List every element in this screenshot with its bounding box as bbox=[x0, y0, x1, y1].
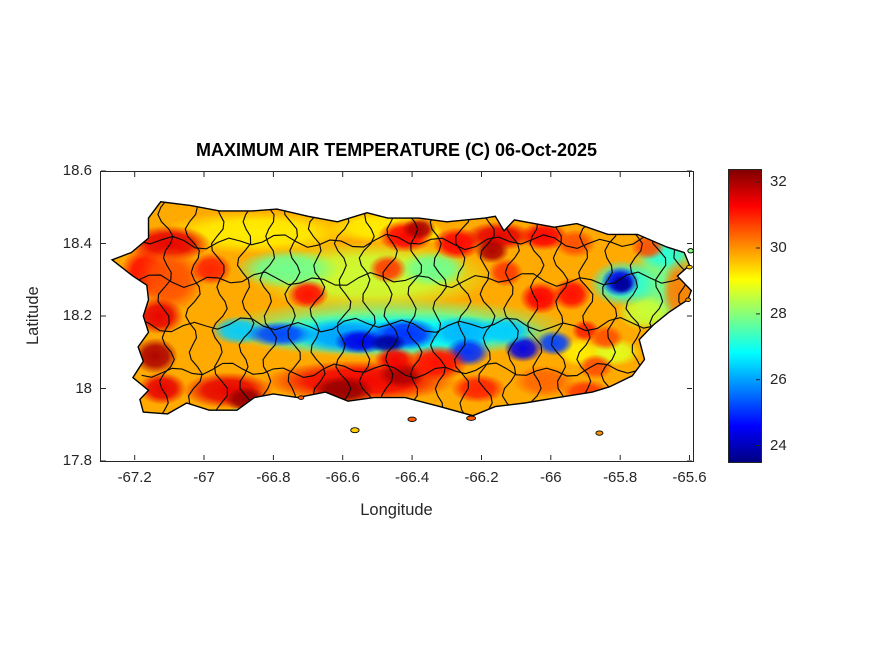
x-tick-label: -66.6 bbox=[325, 469, 360, 486]
x-axis-label: Longitude bbox=[360, 501, 433, 519]
islet bbox=[686, 264, 693, 270]
y-axis-label: Latitude bbox=[24, 286, 42, 346]
islet bbox=[297, 395, 305, 400]
chart-title: MAXIMUM AIR TEMPERATURE (C) 06-Oct-2025 bbox=[195, 140, 598, 160]
y-tick-label: 18 bbox=[75, 379, 92, 397]
islet bbox=[595, 430, 604, 436]
x-tick-label: -66.2 bbox=[464, 469, 499, 486]
temperature-field bbox=[112, 201, 692, 416]
x-tick-label: -65.6 bbox=[672, 469, 707, 486]
y-tick-label: 18.6 bbox=[62, 162, 92, 179]
x-tick-label: -66 bbox=[539, 469, 562, 486]
coastline bbox=[110, 201, 693, 417]
colorbar-ticks bbox=[756, 181, 760, 446]
y-tick-label: 18.2 bbox=[62, 307, 92, 324]
islet bbox=[466, 415, 477, 421]
colorbar-tick-label: 30 bbox=[770, 239, 787, 256]
colorbar-tick-label: 26 bbox=[770, 370, 787, 388]
islet bbox=[407, 416, 417, 422]
x-tick-label: -66.4 bbox=[394, 469, 430, 486]
colorbar-tick-label: 24 bbox=[770, 436, 787, 454]
x-tick-label: -67.2 bbox=[117, 469, 152, 486]
x-tick-label: -67 bbox=[193, 469, 215, 486]
x-tick-label: -66.8 bbox=[256, 469, 291, 486]
y-tick-label: 17.8 bbox=[62, 452, 92, 469]
x-tick-label: -65.8 bbox=[603, 469, 638, 486]
colorbar-tick-label: 28 bbox=[770, 304, 787, 322]
islet bbox=[685, 297, 691, 302]
colorbar bbox=[728, 169, 762, 463]
plot-frame bbox=[100, 171, 694, 462]
islet bbox=[687, 248, 694, 254]
colorbar-tick-label: 32 bbox=[770, 173, 787, 191]
axis-ticks bbox=[101, 170, 692, 462]
y-tick-label: 18.4 bbox=[62, 234, 92, 252]
islet bbox=[350, 427, 360, 434]
